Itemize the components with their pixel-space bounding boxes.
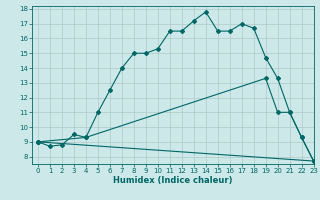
X-axis label: Humidex (Indice chaleur): Humidex (Indice chaleur) — [113, 176, 233, 185]
